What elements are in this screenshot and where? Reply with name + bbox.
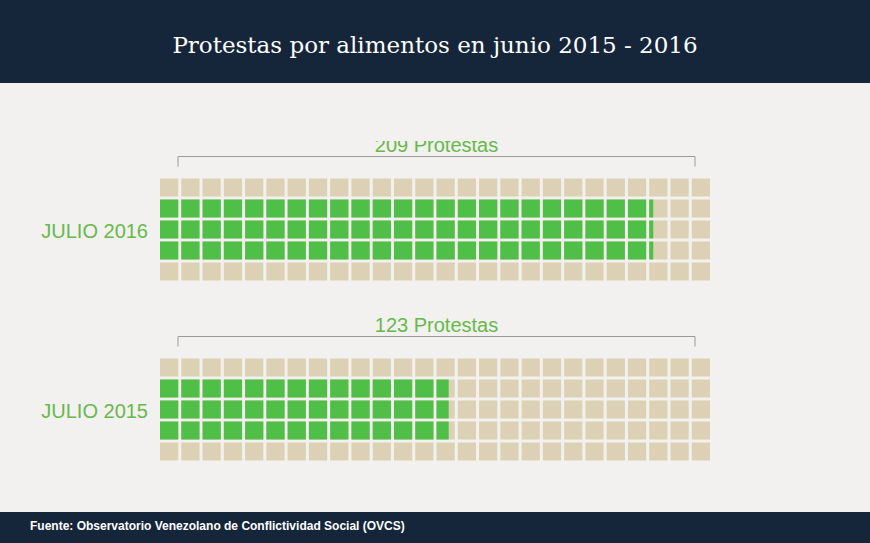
svg-text:209 Protestas: 209 Protestas xyxy=(375,134,498,156)
svg-text:JULIO 2016: JULIO 2016 xyxy=(41,220,148,242)
svg-text:JULIO 2015: JULIO 2015 xyxy=(41,400,148,422)
svg-text:Protestas por alimentos en jun: Protestas por alimentos en junio 2015 - … xyxy=(172,32,697,58)
svg-text:123 Protestas: 123 Protestas xyxy=(375,314,498,336)
svg-text:Fuente: Observatorio Venezolan: Fuente: Observatorio Venezolano de Confl… xyxy=(30,519,405,533)
